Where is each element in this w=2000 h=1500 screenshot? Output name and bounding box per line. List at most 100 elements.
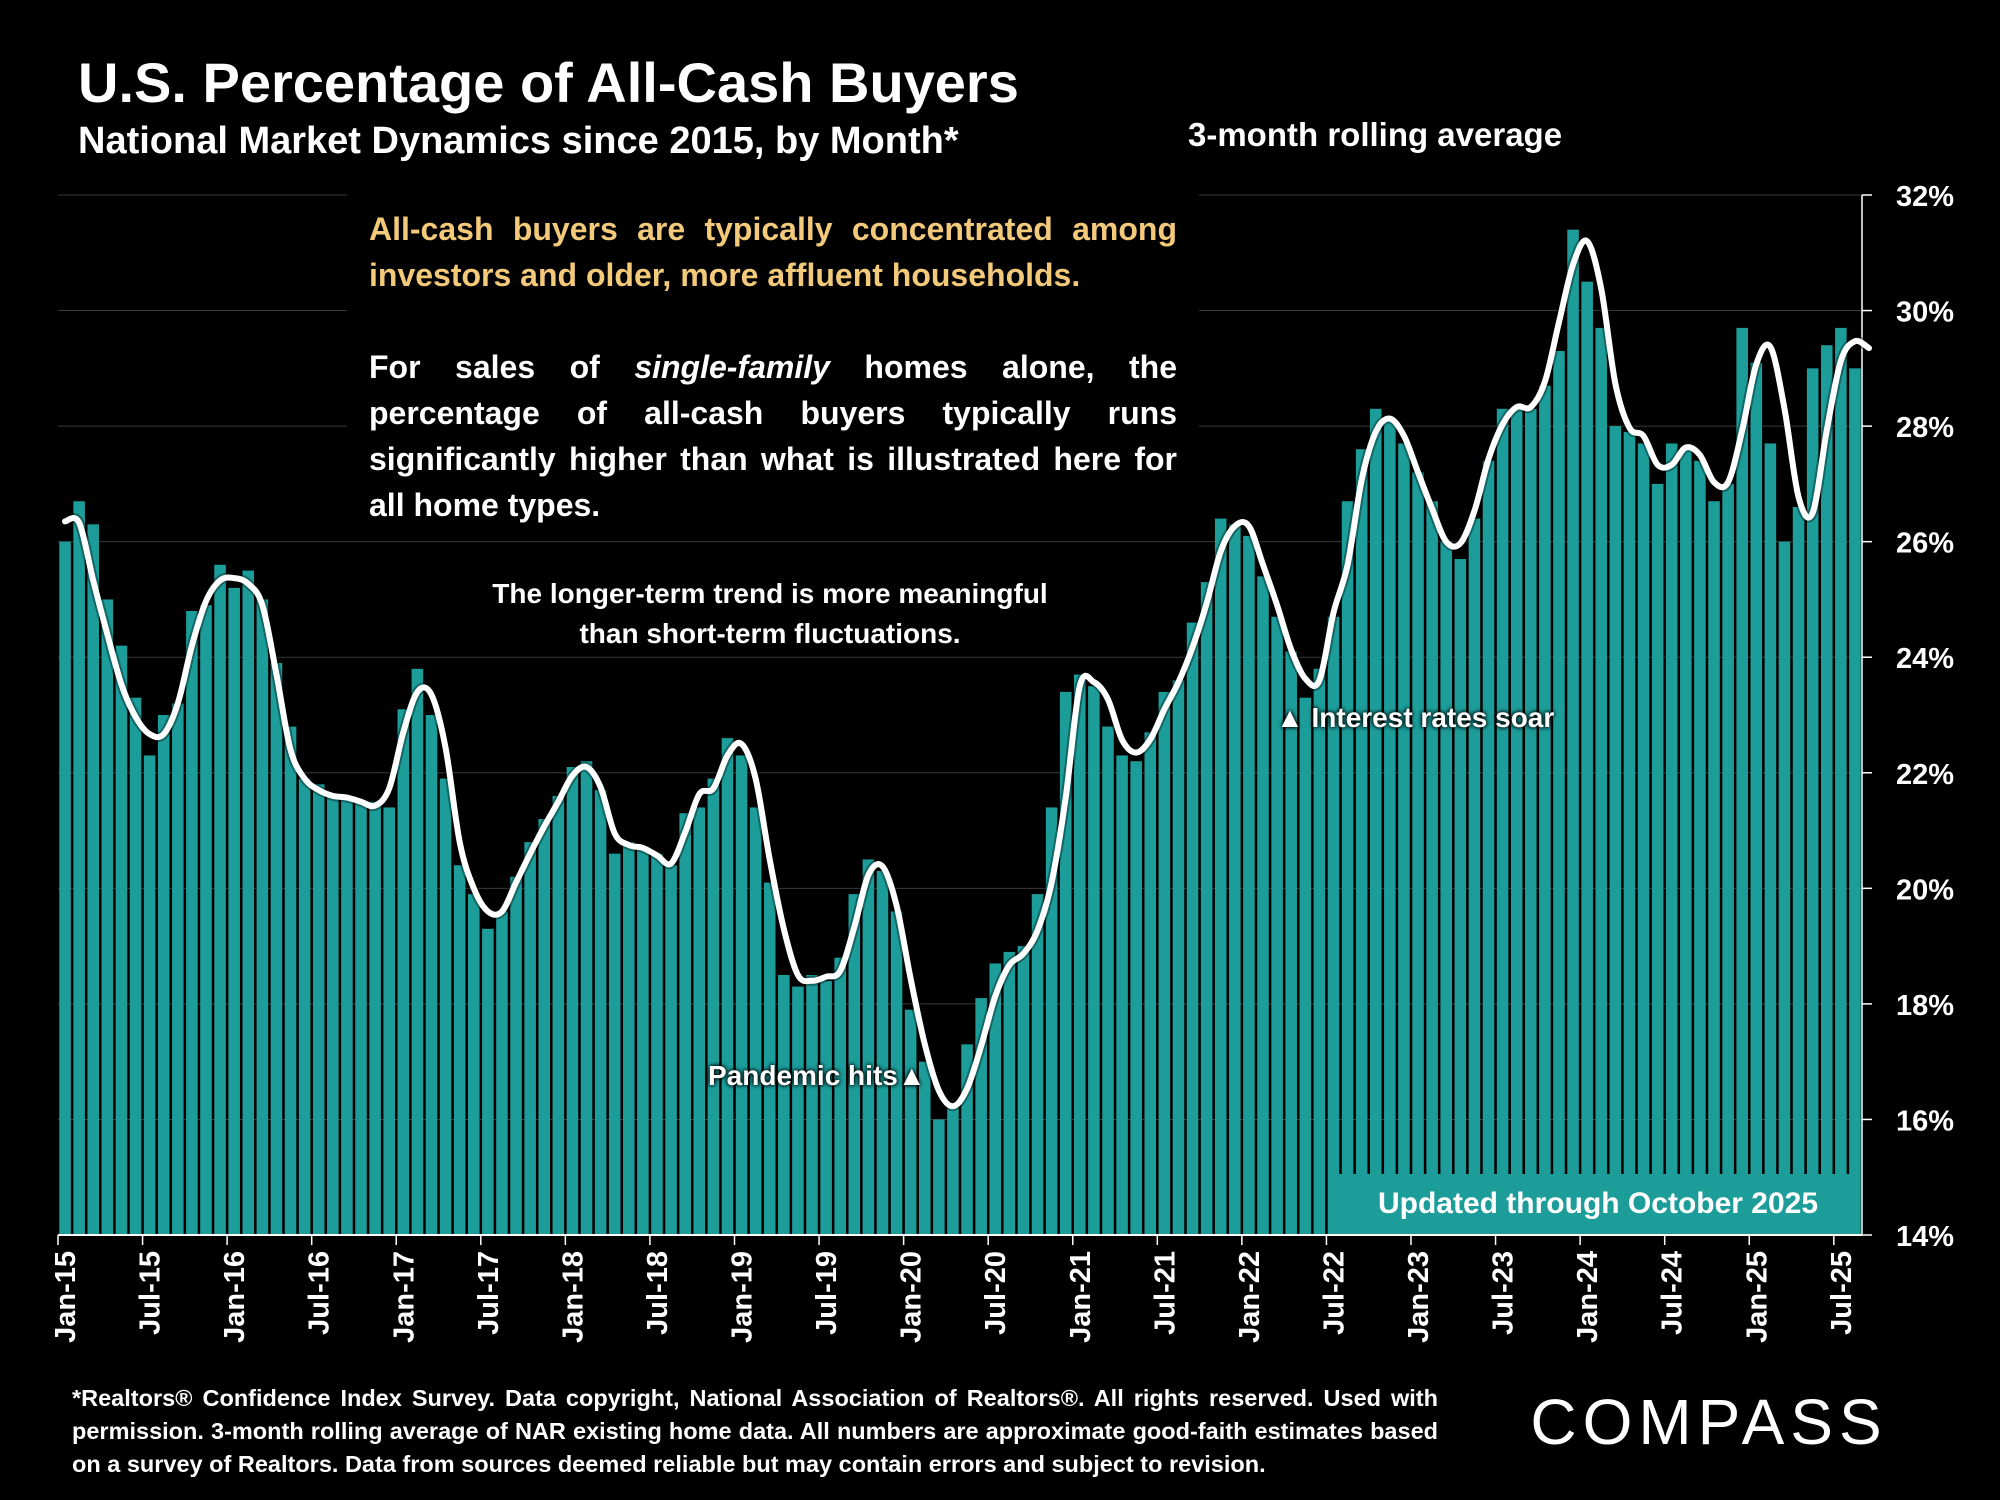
bar bbox=[59, 541, 71, 1235]
x-tick-label: Jan-21 bbox=[1065, 1251, 1097, 1343]
x-tick-label: Jan-23 bbox=[1403, 1251, 1435, 1343]
bar bbox=[778, 975, 790, 1235]
bar bbox=[1525, 408, 1537, 1235]
y-tick-label: 14% bbox=[1896, 1221, 1954, 1253]
x-tick-label: Jul-19 bbox=[811, 1251, 843, 1335]
bar bbox=[1158, 691, 1171, 1235]
bar bbox=[482, 928, 494, 1235]
x-tick-label: Jan-20 bbox=[896, 1251, 928, 1343]
rolling-average-label: 3-month rolling average bbox=[1188, 116, 1563, 153]
bar bbox=[763, 882, 776, 1235]
bar bbox=[721, 738, 734, 1235]
bar bbox=[1003, 951, 1016, 1235]
bar bbox=[270, 663, 283, 1235]
bar bbox=[665, 865, 677, 1235]
bar bbox=[735, 755, 748, 1235]
bar bbox=[87, 524, 100, 1235]
bar bbox=[129, 697, 142, 1235]
x-tick-label: Jan-18 bbox=[557, 1251, 589, 1343]
note-investors: All-cash buyers are typically concentrat… bbox=[369, 211, 1177, 293]
bar bbox=[693, 807, 706, 1235]
bar bbox=[1299, 697, 1312, 1235]
chart-title: U.S. Percentage of All-Cash Buyers bbox=[78, 51, 1019, 114]
bar bbox=[1271, 616, 1283, 1235]
bar bbox=[975, 998, 987, 1235]
bar bbox=[1820, 345, 1833, 1235]
bar bbox=[792, 986, 804, 1235]
bar bbox=[890, 911, 903, 1235]
bar bbox=[1750, 362, 1763, 1235]
bar bbox=[918, 1061, 931, 1235]
x-tick-label: Jan-19 bbox=[727, 1251, 759, 1343]
bar bbox=[425, 715, 438, 1235]
trend-note: The longer-term trend is more meaningful… bbox=[420, 574, 1120, 654]
bar bbox=[623, 842, 635, 1235]
bar bbox=[1665, 443, 1678, 1235]
y-tick-label: 28% bbox=[1896, 412, 1954, 444]
bar bbox=[411, 668, 424, 1235]
compass-logo: COMPASS bbox=[1530, 1386, 1881, 1458]
bar bbox=[1637, 443, 1650, 1235]
trend-note-line-2: than short-term fluctuations. bbox=[579, 618, 961, 649]
monthly-bars bbox=[59, 229, 1861, 1236]
bar bbox=[1609, 426, 1622, 1236]
bar bbox=[1708, 501, 1720, 1235]
bar bbox=[1369, 408, 1382, 1235]
bar bbox=[1186, 622, 1199, 1235]
bar bbox=[1806, 368, 1819, 1235]
y-tick-label: 32% bbox=[1896, 181, 1954, 213]
bar bbox=[312, 784, 325, 1235]
bar bbox=[1496, 408, 1509, 1235]
bar bbox=[1059, 691, 1072, 1235]
updated-badge: Updated through October 2025 bbox=[1338, 1174, 1858, 1234]
bar bbox=[679, 813, 691, 1235]
bar bbox=[1623, 431, 1636, 1235]
bar bbox=[1680, 449, 1692, 1235]
x-tick-label: Jan-15 bbox=[50, 1251, 82, 1343]
y-tick-label: 20% bbox=[1896, 874, 1954, 906]
bar bbox=[284, 726, 297, 1235]
bar bbox=[1651, 483, 1664, 1235]
bar bbox=[73, 501, 85, 1235]
x-tick-label: Jul-17 bbox=[473, 1251, 505, 1335]
bar bbox=[467, 894, 480, 1235]
x-tick-label: Jul-18 bbox=[642, 1251, 674, 1335]
x-tick-label: Jan-25 bbox=[1741, 1251, 1773, 1343]
bar bbox=[1468, 518, 1481, 1235]
x-tick-label: Jan-16 bbox=[219, 1251, 251, 1343]
bar bbox=[1313, 668, 1326, 1235]
bar bbox=[848, 894, 861, 1235]
bar bbox=[228, 587, 240, 1235]
bar bbox=[101, 599, 114, 1235]
bar bbox=[1736, 327, 1748, 1235]
bar bbox=[1130, 761, 1142, 1235]
x-tick-label: Jul-23 bbox=[1488, 1251, 1520, 1335]
bar bbox=[1835, 327, 1847, 1235]
note-single-family: For sales of single-family homes alone, … bbox=[369, 344, 1177, 528]
bar bbox=[1426, 501, 1438, 1235]
trend-note-line-1: The longer-term trend is more meaningful bbox=[492, 578, 1048, 609]
bar bbox=[496, 911, 508, 1235]
x-tick-label: Jul-20 bbox=[980, 1251, 1012, 1335]
bar bbox=[834, 957, 846, 1235]
bar bbox=[1412, 472, 1424, 1235]
axes: 14% 16% 18% 20% 22% 24% 26% 28% 30% 32% Jan-15 Jul-… bbox=[50, 181, 1954, 1343]
bar bbox=[1510, 408, 1523, 1235]
bar bbox=[1257, 576, 1269, 1235]
y-tick-label: 30% bbox=[1896, 297, 1954, 329]
bar bbox=[524, 842, 536, 1235]
bar bbox=[298, 778, 311, 1235]
bar bbox=[1243, 535, 1255, 1235]
rolling-average bbox=[60, 235, 1874, 1112]
bar bbox=[1116, 755, 1128, 1235]
y-tick-label: 16% bbox=[1896, 1105, 1954, 1137]
bar bbox=[566, 767, 579, 1235]
bar bbox=[1214, 518, 1227, 1235]
bar bbox=[453, 865, 466, 1235]
bar bbox=[989, 963, 1002, 1235]
bar bbox=[1482, 460, 1495, 1235]
x-tick-label: Jul-21 bbox=[1149, 1251, 1181, 1335]
bar bbox=[651, 853, 663, 1235]
